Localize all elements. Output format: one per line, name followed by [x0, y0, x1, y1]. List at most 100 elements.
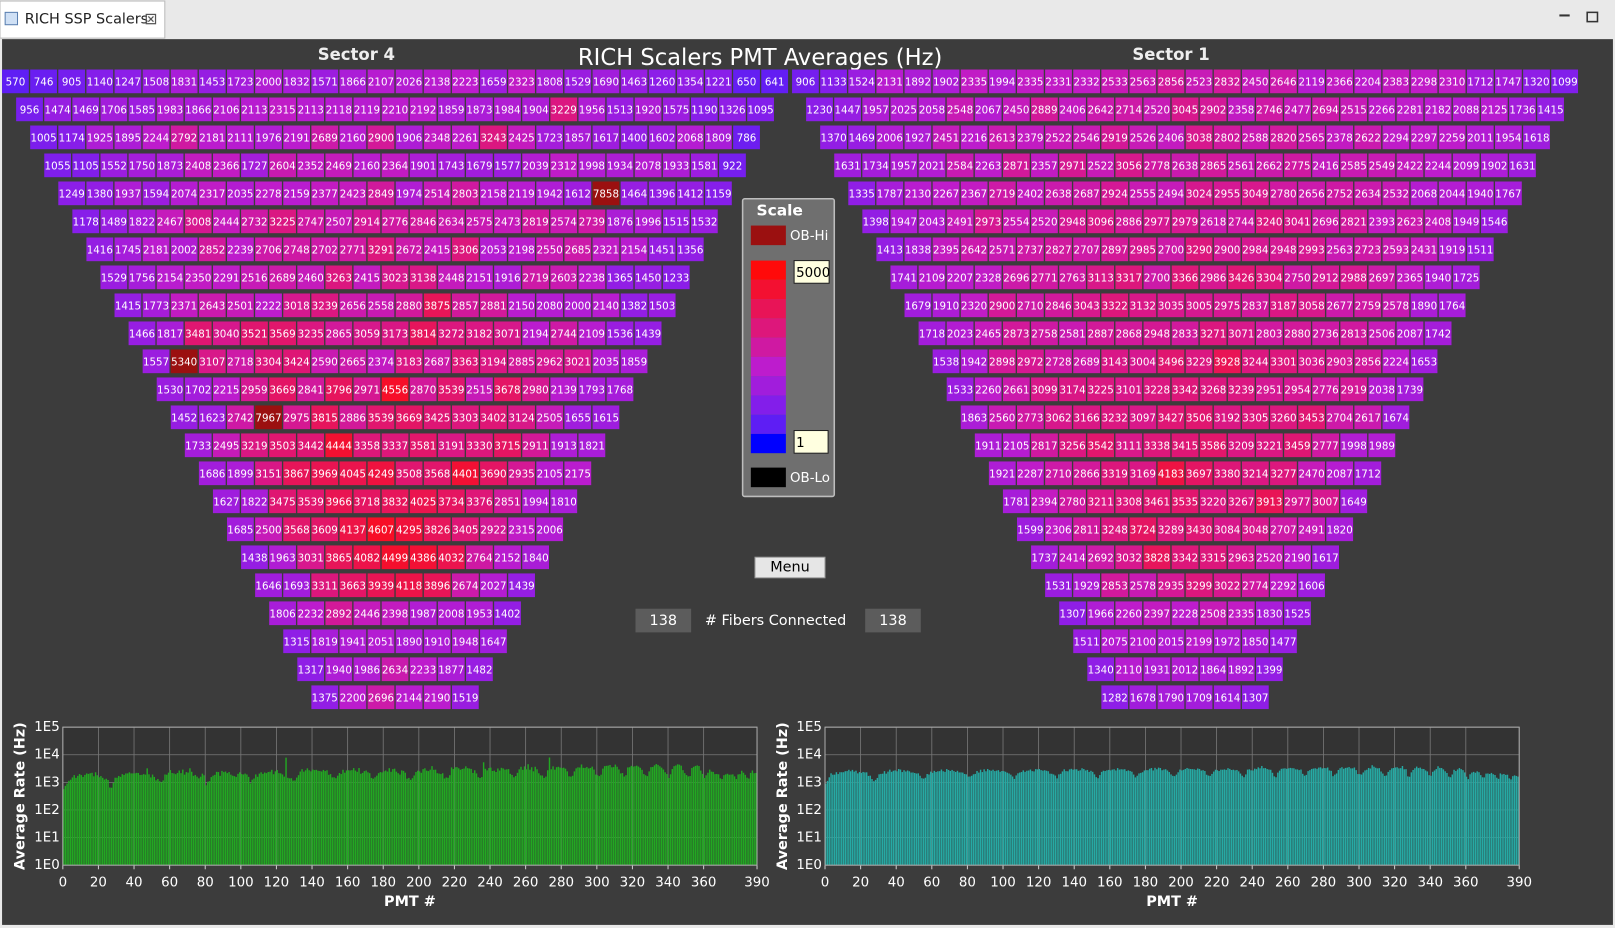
pmt-value: 3415 [1172, 440, 1198, 452]
bar [379, 772, 382, 866]
pmt-value: 3277 [1270, 468, 1296, 480]
bar [64, 785, 67, 866]
pmt-cell [353, 545, 381, 570]
tab-close[interactable] [145, 13, 157, 25]
pmt-cell [255, 405, 282, 430]
pmt-value: 3966 [326, 496, 352, 508]
pmt-value: 3690 [480, 468, 506, 480]
pmt-cell [269, 265, 296, 290]
bar [726, 773, 729, 866]
pmt-value: 2067 [975, 104, 1001, 116]
pmt-cell [227, 237, 254, 262]
pmt-value: 2109 [919, 272, 945, 284]
pmt-cell [918, 265, 946, 290]
pmt-cell [437, 377, 465, 402]
pmt-value: 2948 [1059, 216, 1085, 228]
bar [555, 767, 558, 866]
bar [1476, 771, 1478, 866]
pmt-value: 3229 [551, 104, 577, 116]
pmt-value: 3289 [1158, 524, 1184, 536]
bar [253, 778, 255, 866]
pmt-cell [367, 293, 395, 318]
maximize-button[interactable] [1586, 11, 1599, 23]
pmt-value: 3260 [1270, 412, 1296, 424]
pmt-cell [227, 125, 254, 150]
pmt-value: 2685 [565, 244, 591, 256]
pmt-value: 3143 [1102, 356, 1128, 368]
pmt-cell [1354, 125, 1382, 150]
tab[interactable] [0, 0, 166, 39]
pmt-cell [1143, 657, 1171, 682]
bar [682, 770, 684, 866]
bar [1245, 774, 1247, 866]
pmt-value: 2993 [1298, 244, 1324, 256]
pmt-cell [170, 293, 198, 318]
pmt-cell [409, 265, 437, 290]
pmt-cell [395, 237, 423, 262]
bar [360, 773, 362, 866]
pmt-value: 1994 [989, 76, 1015, 88]
scale-min-input[interactable] [793, 430, 829, 454]
bar [103, 779, 106, 866]
pmt-cell [1045, 237, 1072, 262]
pmt-cell [1171, 489, 1199, 514]
bar [579, 767, 581, 866]
pmt-cell [353, 489, 381, 514]
pmt-value: 3244 [1242, 356, 1268, 368]
pmt-value: 2780 [1059, 496, 1085, 508]
bar [1213, 771, 1215, 866]
pmt-cell [1157, 293, 1185, 318]
pmt-cell [437, 657, 465, 682]
scale-max-input[interactable] [793, 260, 830, 284]
bar [1458, 768, 1461, 866]
pmt-value: 2321 [593, 244, 619, 256]
pmt-value: 922 [723, 160, 743, 172]
pmt-value: 2494 [1158, 188, 1184, 200]
pmt-value: 2773 [1017, 412, 1043, 424]
pmt-cell [550, 321, 578, 346]
pmt-cell [325, 657, 353, 682]
pmt-cell [1326, 237, 1354, 262]
pmt-value: 2574 [551, 216, 577, 228]
bar [376, 775, 378, 866]
pmt-cell [1185, 125, 1213, 150]
bar [1321, 768, 1324, 866]
pmt-cell [1368, 321, 1396, 346]
x-tick-label: 280 [1311, 876, 1337, 891]
pmt-cell [1059, 377, 1086, 402]
pmt-value: 1190 [691, 104, 717, 116]
pmt-value: 3071 [1228, 328, 1254, 340]
bar [180, 773, 182, 866]
pmt-value: 1546 [1481, 216, 1507, 228]
pmt-value: 2776 [1313, 384, 1339, 396]
pmt-value: 3183 [396, 356, 422, 368]
pmt-value: 2707 [1270, 524, 1296, 536]
pmt-value: 2182 [1425, 104, 1451, 116]
pmt-value: 3311 [312, 580, 338, 592]
pmt-value: 3219 [241, 440, 267, 452]
pmt-cell [1340, 377, 1368, 402]
bar [406, 778, 408, 866]
menu-button[interactable] [754, 556, 826, 579]
pmt-value: 1623 [199, 412, 225, 424]
pmt-cell [648, 125, 676, 150]
pmt-value: 2959 [241, 384, 267, 396]
pmt-cell [451, 629, 479, 654]
pmt-cell [564, 461, 592, 486]
pmt-value: 1400 [621, 132, 647, 144]
pmt-cell [508, 293, 535, 318]
bar [623, 776, 625, 866]
pmt-value: 2118 [326, 104, 352, 116]
pmt-cell [904, 181, 932, 206]
bar [418, 771, 421, 866]
pmt-cell [1284, 489, 1311, 514]
pmt-cell [1087, 489, 1115, 514]
minimize-button[interactable] [1559, 14, 1570, 17]
pmt-value: 1659 [480, 76, 506, 88]
pmt-value: 2238 [579, 272, 605, 284]
pmt-cell [241, 545, 268, 570]
pmt-cell [1256, 601, 1283, 626]
bar [294, 780, 296, 866]
bar [1294, 769, 1297, 866]
